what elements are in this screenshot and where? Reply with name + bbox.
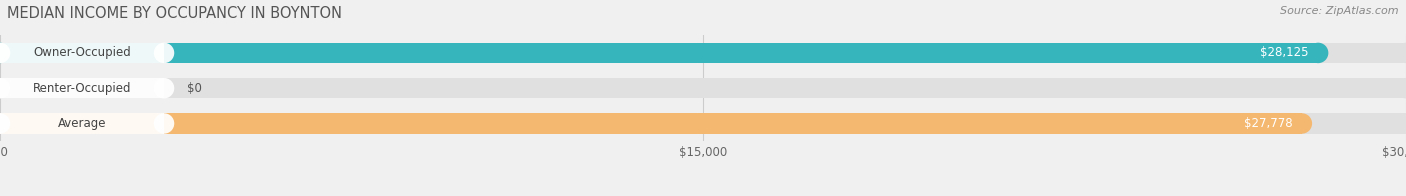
- Bar: [0, 113, 1302, 134]
- Text: $28,125: $28,125: [1260, 46, 1309, 59]
- Bar: [0, 78, 1406, 98]
- Ellipse shape: [1292, 113, 1312, 134]
- Ellipse shape: [0, 43, 10, 63]
- Text: Renter-Occupied: Renter-Occupied: [32, 82, 131, 95]
- Ellipse shape: [1396, 78, 1406, 98]
- Bar: [0, 43, 1406, 63]
- Ellipse shape: [153, 78, 174, 98]
- Ellipse shape: [153, 113, 174, 134]
- Ellipse shape: [1396, 113, 1406, 134]
- Ellipse shape: [0, 113, 10, 134]
- Text: $0: $0: [187, 82, 202, 95]
- Text: Average: Average: [58, 117, 107, 130]
- Bar: [0, 78, 165, 98]
- Bar: [0, 43, 1406, 63]
- Bar: [0, 43, 165, 63]
- Bar: [0, 78, 1406, 98]
- Ellipse shape: [0, 113, 10, 134]
- Ellipse shape: [0, 78, 10, 98]
- Bar: [0, 113, 165, 134]
- Ellipse shape: [0, 78, 10, 98]
- Text: Source: ZipAtlas.com: Source: ZipAtlas.com: [1281, 6, 1399, 16]
- Ellipse shape: [0, 113, 10, 134]
- Text: Owner-Occupied: Owner-Occupied: [34, 46, 131, 59]
- Bar: [0, 113, 1406, 134]
- Bar: [0, 43, 1319, 63]
- Ellipse shape: [1308, 43, 1329, 63]
- Ellipse shape: [153, 43, 174, 63]
- Bar: [0, 113, 1302, 134]
- Text: MEDIAN INCOME BY OCCUPANCY IN BOYNTON: MEDIAN INCOME BY OCCUPANCY IN BOYNTON: [7, 6, 342, 21]
- Text: $27,778: $27,778: [1244, 117, 1292, 130]
- Bar: [0, 43, 1319, 63]
- Bar: [0, 113, 1406, 134]
- Ellipse shape: [0, 43, 10, 63]
- Ellipse shape: [1396, 43, 1406, 63]
- Ellipse shape: [0, 43, 10, 63]
